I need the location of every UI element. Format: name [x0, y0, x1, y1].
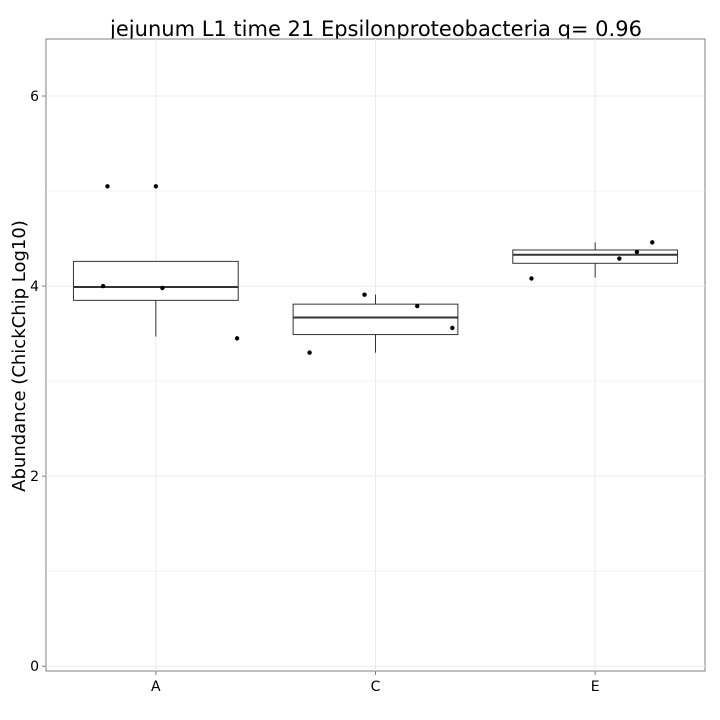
data-point	[307, 350, 312, 355]
y-axis-title: Abundance (ChickChip Log10)	[9, 220, 30, 492]
data-point	[415, 303, 420, 309]
x-tick-label: E	[591, 679, 600, 695]
chart-title: jejunum L1 time 21 Epsilonproteobacteria…	[109, 17, 642, 41]
box-C	[292, 294, 459, 353]
data-point	[100, 283, 106, 289]
points-layer	[100, 184, 655, 355]
data-point	[650, 240, 655, 245]
data-point	[160, 285, 165, 291]
grid-lines	[46, 39, 705, 671]
box-A	[72, 260, 239, 337]
boxes-layer	[72, 242, 679, 353]
data-point	[105, 184, 110, 189]
box-iqr	[72, 260, 239, 301]
box-iqr	[292, 303, 459, 336]
y-tick-label: 2	[30, 469, 39, 485]
y-tick-label: 0	[30, 659, 39, 675]
data-point	[450, 325, 455, 331]
data-point	[153, 184, 159, 189]
box-iqr	[512, 249, 679, 264]
data-point	[617, 256, 622, 261]
x-tick-label: C	[371, 679, 381, 695]
data-point	[362, 292, 367, 297]
y-tick-label: 6	[30, 89, 39, 105]
data-point	[634, 249, 640, 255]
data-point	[529, 276, 534, 281]
data-point	[234, 336, 240, 341]
y-axis: 0 2 4 6	[30, 89, 46, 675]
y-tick-label: 4	[30, 279, 39, 295]
x-tick-label: A	[151, 679, 161, 695]
